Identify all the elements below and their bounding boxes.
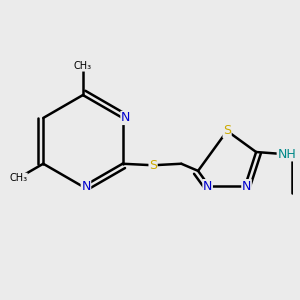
Text: CH₃: CH₃ <box>74 61 92 71</box>
Text: NH: NH <box>277 148 296 161</box>
Text: N: N <box>121 112 130 124</box>
Text: N: N <box>81 180 91 193</box>
Text: CH₃: CH₃ <box>9 173 27 183</box>
Text: S: S <box>223 124 231 137</box>
Text: S: S <box>149 159 157 172</box>
Text: N: N <box>242 180 251 193</box>
Text: N: N <box>203 180 212 193</box>
